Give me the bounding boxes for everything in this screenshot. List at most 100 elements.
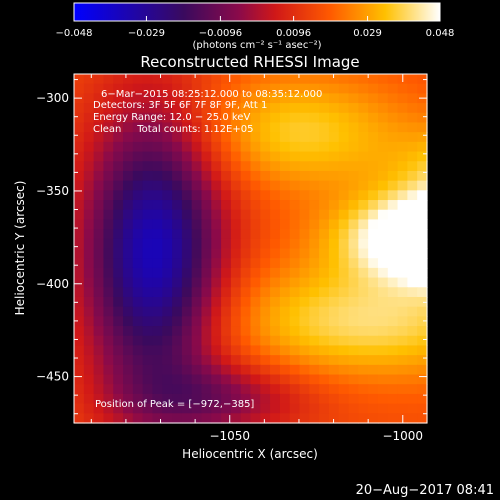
heatmap-cell <box>221 122 232 133</box>
heatmap-cell <box>83 258 95 269</box>
heatmap-cell <box>250 267 261 279</box>
heatmap-cell <box>309 112 320 124</box>
heatmap-cell <box>309 229 320 240</box>
heatmap-cell <box>289 229 301 240</box>
heatmap-cell <box>260 219 271 230</box>
heatmap-cell <box>230 180 242 191</box>
heatmap-cell <box>172 413 183 424</box>
heatmap-cell <box>201 326 212 337</box>
heatmap-cell <box>397 103 408 114</box>
heatmap-cell <box>83 83 95 94</box>
heatmap-cell <box>221 393 232 405</box>
heatmap-cell <box>132 258 144 269</box>
heatmap-cell <box>240 364 252 376</box>
heatmap-cell <box>191 83 203 94</box>
heatmap-cell <box>83 180 95 191</box>
heatmap-cell <box>142 335 154 347</box>
heatmap-cell <box>191 335 203 347</box>
colorbar-tick-label: −0.029 <box>128 28 165 39</box>
heatmap-cell <box>309 190 320 201</box>
heatmap-cell <box>397 374 408 385</box>
heatmap-cell <box>270 132 281 143</box>
heatmap-cell <box>240 384 252 395</box>
heatmap-cell <box>289 248 301 259</box>
heatmap-cell <box>74 355 85 366</box>
heatmap-cell <box>83 161 95 172</box>
heatmap-cell <box>162 141 173 153</box>
heatmap-cell <box>132 83 144 94</box>
heatmap-cell <box>201 413 212 424</box>
heatmap-cell <box>132 374 144 385</box>
heatmap-cell <box>113 326 124 337</box>
heatmap-cell <box>201 335 212 347</box>
heatmap-cell <box>338 393 350 405</box>
heatmap-cell <box>250 200 261 211</box>
heatmap-cell <box>407 287 418 298</box>
heatmap-cell <box>328 132 340 143</box>
heatmap-cell <box>103 200 114 211</box>
heatmap-cell <box>181 151 193 162</box>
heatmap-cell <box>338 151 350 162</box>
heatmap-cell <box>260 170 271 182</box>
heatmap-cell <box>123 190 134 201</box>
heatmap-cell <box>368 161 379 172</box>
heatmap-cell <box>407 267 418 279</box>
heatmap-cell <box>319 83 330 94</box>
chart-title: Reconstructed RHESSI Image <box>140 53 359 71</box>
heatmap-cell <box>132 248 144 259</box>
heatmap-cell <box>181 306 193 317</box>
heatmap-cell <box>172 74 183 85</box>
heatmap-cell <box>358 335 369 347</box>
heatmap-cell <box>123 287 134 298</box>
heatmap-cell <box>132 200 144 211</box>
heatmap-cell <box>93 161 105 172</box>
heatmap-cell <box>299 161 310 172</box>
heatmap-cell <box>142 403 154 414</box>
heatmap-cell <box>240 335 252 347</box>
heatmap-cell <box>260 393 271 405</box>
heatmap-cell <box>338 132 350 143</box>
heatmap-cell <box>328 180 340 191</box>
heatmap-cell <box>417 384 428 395</box>
heatmap-cell <box>279 112 291 124</box>
heatmap-cell <box>123 413 134 424</box>
heatmap-cell <box>260 103 271 114</box>
heatmap-cell <box>348 161 359 172</box>
heatmap-cell <box>377 103 389 114</box>
heatmap-cell <box>230 190 242 201</box>
heatmap-cell <box>181 200 193 211</box>
heatmap-cell <box>230 326 242 337</box>
heatmap-cell <box>162 306 173 317</box>
heatmap-cell <box>368 364 379 376</box>
heatmap-cell <box>113 238 124 250</box>
heatmap-cell <box>74 364 85 376</box>
heatmap-cell <box>368 306 379 317</box>
heatmap-cell <box>270 122 281 133</box>
heatmap-cell <box>328 306 340 317</box>
heatmap-cell <box>103 141 114 153</box>
heatmap-cell <box>132 287 144 298</box>
heatmap-cell <box>211 103 222 114</box>
heatmap-cell <box>123 258 134 269</box>
heatmap-cell <box>387 200 399 211</box>
heatmap-cell <box>230 132 242 143</box>
heatmap-cell <box>211 209 222 221</box>
heatmap-cell <box>309 122 320 133</box>
heatmap-cell <box>221 374 232 385</box>
heatmap-cell <box>348 180 359 191</box>
heatmap-cell <box>417 393 428 405</box>
heatmap-cell <box>368 335 379 347</box>
heatmap-cell <box>309 200 320 211</box>
heatmap-cell <box>377 287 389 298</box>
heatmap-cell <box>152 316 163 327</box>
heatmap-cell <box>279 267 291 279</box>
heatmap-cell <box>152 83 163 94</box>
heatmap-cell <box>142 103 154 114</box>
heatmap-cell <box>74 413 85 424</box>
heatmap-cell <box>368 393 379 405</box>
heatmap-cell <box>377 393 389 405</box>
heatmap-cell <box>191 296 203 308</box>
heatmap-cell <box>260 258 271 269</box>
heatmap-cell <box>270 345 281 356</box>
heatmap-cell <box>240 219 252 230</box>
